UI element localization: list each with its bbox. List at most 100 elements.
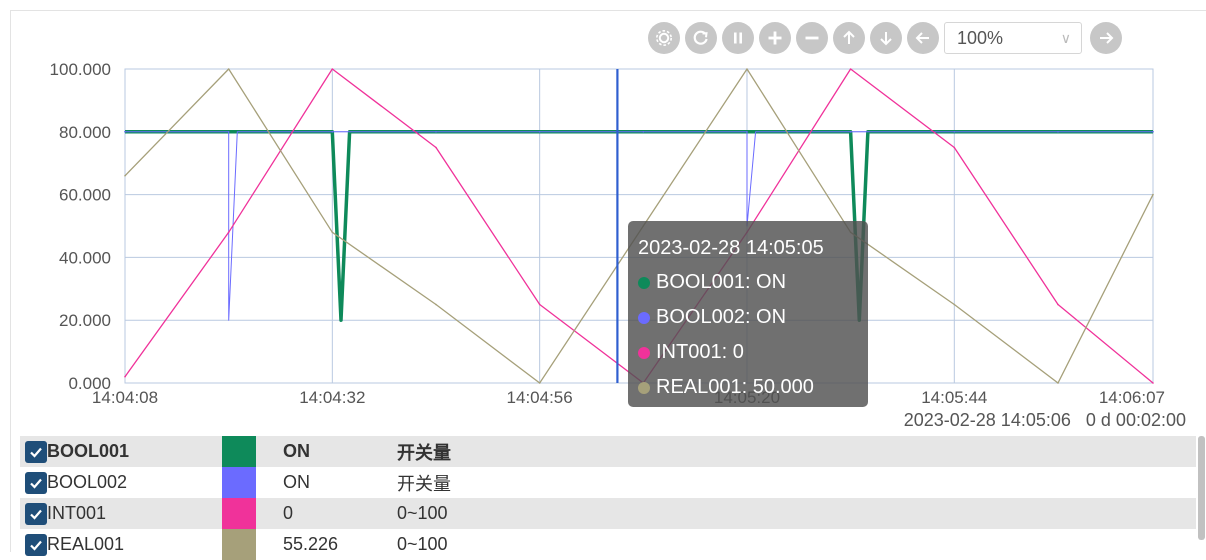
zoom-in-icon [768, 31, 782, 45]
status-duration: 0 d 00:02:00 [1085, 410, 1186, 430]
zoom-out-icon [805, 36, 819, 40]
x-tick-label: 14:04:32 [299, 388, 365, 407]
data-point [953, 146, 956, 149]
legend-name: INT001 [47, 503, 107, 523]
checkbox[interactable] [25, 533, 47, 556]
zoom-in-button[interactable] [759, 22, 791, 54]
zoom-value: 100% [957, 27, 1004, 48]
tooltip-row-label: REAL001: 50.000 [656, 376, 814, 398]
zoom-select[interactable]: 100% ∨ [944, 22, 1082, 54]
zoom-out-button[interactable] [796, 22, 828, 54]
legend-row[interactable]: INT001 0 0~100 [20, 498, 1196, 529]
data-point [953, 303, 956, 306]
pause-button[interactable] [722, 22, 754, 54]
x-tick-label: 14:04:56 [507, 388, 573, 407]
data-point [124, 174, 126, 177]
tooltip-time: 2023-02-28 14:05:05 [638, 237, 824, 259]
legend-value: ON [283, 472, 310, 492]
checkbox[interactable] [25, 471, 47, 494]
data-point [435, 303, 437, 306]
legend-type: 0~100 [397, 503, 448, 523]
series-dot [638, 381, 650, 394]
data-point [435, 131, 437, 133]
refresh-icon [693, 30, 708, 45]
checkbox[interactable] [25, 440, 47, 463]
data-point [1152, 131, 1154, 133]
color-swatch[interactable] [222, 467, 256, 498]
data-point [124, 131, 126, 133]
data-point [331, 131, 334, 133]
legend-scrollbar[interactable] [1198, 436, 1205, 540]
data-point [1057, 131, 1059, 133]
color-swatch[interactable] [222, 498, 256, 529]
data-point [1057, 303, 1059, 306]
x-tick-label: 14:06:07 [1099, 388, 1165, 407]
data-point [1152, 382, 1154, 384]
legend-value: ON [283, 441, 310, 461]
tooltip-row-label: BOOL002: ON [656, 306, 787, 328]
y-tick-label: 40.000 [59, 248, 111, 267]
data-point [538, 131, 541, 133]
color-swatch[interactable] [222, 436, 256, 467]
tooltip-row-label: BOOL001: ON [656, 271, 787, 293]
data-point [746, 131, 748, 133]
legend-type: 开关量 [397, 473, 451, 494]
arrow-up-icon [843, 30, 855, 44]
series-dot [638, 346, 650, 359]
legend-name: REAL001 [47, 534, 125, 554]
legend-type: 开关量 [397, 442, 451, 463]
tooltip-row: REAL001: 50.000 [638, 370, 858, 405]
checkbox[interactable] [25, 502, 47, 525]
data-point [849, 68, 852, 70]
data-point [331, 68, 334, 70]
gear-icon [656, 30, 672, 46]
tooltip-row-label: INT001: 0 [656, 341, 744, 363]
chevron-down-icon: ∨ [1060, 29, 1071, 46]
data-point [849, 131, 852, 133]
y-tick-label: 20.000 [59, 311, 111, 330]
data-point [1057, 382, 1059, 384]
move-up-button[interactable] [833, 22, 865, 54]
y-tick-label: 100.000 [50, 60, 111, 79]
y-tick-label: 0.000 [68, 374, 111, 393]
status-timestamp: 2023-02-28 14:05:06 [903, 410, 1071, 430]
chart-toolbar: 100% ∨ [648, 20, 1127, 56]
check-icon [30, 478, 42, 489]
legend-row[interactable]: BOOL001 ON 开关量 [20, 436, 1196, 467]
refresh-button[interactable] [685, 22, 717, 54]
color-swatch[interactable] [222, 529, 256, 560]
settings-button[interactable] [648, 22, 680, 54]
legend-row[interactable]: REAL001 55.226 0~100 [20, 529, 1196, 560]
data-point [1152, 193, 1154, 196]
data-point [435, 146, 437, 149]
tooltip-row: BOOL001: ON [638, 265, 858, 300]
legend-value: 0 [283, 503, 294, 523]
data-point [227, 231, 230, 234]
x-tick-label: 14:05:44 [921, 388, 987, 407]
series-dot [638, 276, 650, 289]
arrow-down-icon [880, 32, 892, 46]
check-icon [30, 509, 42, 520]
trend-panel [10, 10, 1206, 552]
move-right-button[interactable] [1090, 22, 1122, 54]
series-dot [638, 311, 650, 324]
data-point [331, 231, 334, 234]
data-point [953, 131, 956, 133]
pause-icon [734, 32, 742, 44]
move-down-button[interactable] [870, 22, 902, 54]
tooltip-row: INT001: 0 [638, 335, 858, 370]
arrow-right-icon [1100, 32, 1114, 44]
arrow-left-icon [915, 32, 929, 44]
data-point [124, 375, 126, 378]
legend-row[interactable]: BOOL002 ON 开关量 [20, 467, 1196, 498]
legend-value: 55.226 [283, 534, 339, 554]
check-icon [30, 540, 42, 551]
check-icon [30, 447, 42, 458]
data-point [746, 68, 748, 70]
chart-tooltip: 2023-02-28 14:05:05 BOOL001: ON BOOL002:… [628, 221, 868, 407]
legend-name: BOOL001 [47, 441, 130, 461]
data-point [538, 303, 541, 306]
status-line: 2023-02-28 14:05:06 0 d 00:02:00 [904, 410, 1186, 431]
move-left-button[interactable] [907, 22, 939, 54]
legend-table: BOOL001 ON 开关量 BOOL002 ON 开关量 INT001 0 0… [20, 436, 1196, 560]
